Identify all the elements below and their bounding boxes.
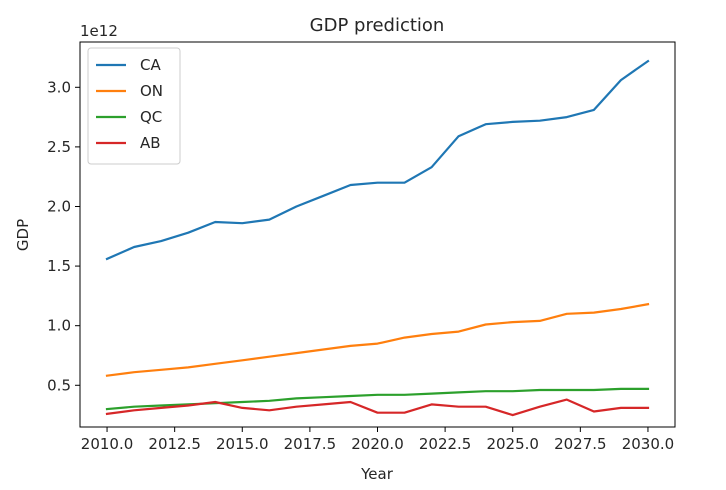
x-tick-label: 2020.0 [351, 435, 404, 453]
x-tick-label: 2030.0 [622, 435, 675, 453]
x-tick-label: 2027.5 [554, 435, 607, 453]
chart-title: GDP prediction [310, 15, 445, 36]
x-axis-label: Year [360, 465, 394, 483]
series-line-ca [105, 59, 650, 261]
legend: CA ON QC AB [87, 47, 181, 165]
series-layer [105, 59, 650, 417]
y-tick-label: 1.5 [47, 257, 71, 275]
y-tick-label: 2.0 [47, 197, 71, 215]
axes-layer: 2010.0 2012.5 2015.0 2017.5 2020.0 2022.5 2025… [47, 78, 674, 453]
x-tick-label: 2010.0 [81, 435, 134, 453]
series-line-on [105, 302, 650, 377]
legend-box [87, 47, 181, 165]
legend-label-qc: QC [140, 108, 162, 126]
legend-label-ab: AB [140, 134, 161, 152]
y-axis-offset-label: 1e12 [80, 22, 118, 40]
legend-label-ca: CA [140, 56, 161, 74]
x-tick-label: 2022.5 [419, 435, 472, 453]
series-line-ab [105, 398, 650, 417]
legend-label-on: ON [140, 82, 163, 100]
y-tick-label: 1.0 [47, 317, 71, 335]
x-tick-label: 2012.5 [148, 435, 201, 453]
y-axis-label: GDP [14, 219, 32, 251]
x-tick-label: 2017.5 [284, 435, 337, 453]
y-tick-label: 0.5 [47, 376, 71, 394]
y-tick-label: 3.0 [47, 78, 71, 96]
x-tick-label: 2025.0 [486, 435, 539, 453]
x-tick-label: 2015.0 [216, 435, 269, 453]
plot-frame [79, 41, 676, 428]
y-tick-label: 2.5 [47, 138, 71, 156]
